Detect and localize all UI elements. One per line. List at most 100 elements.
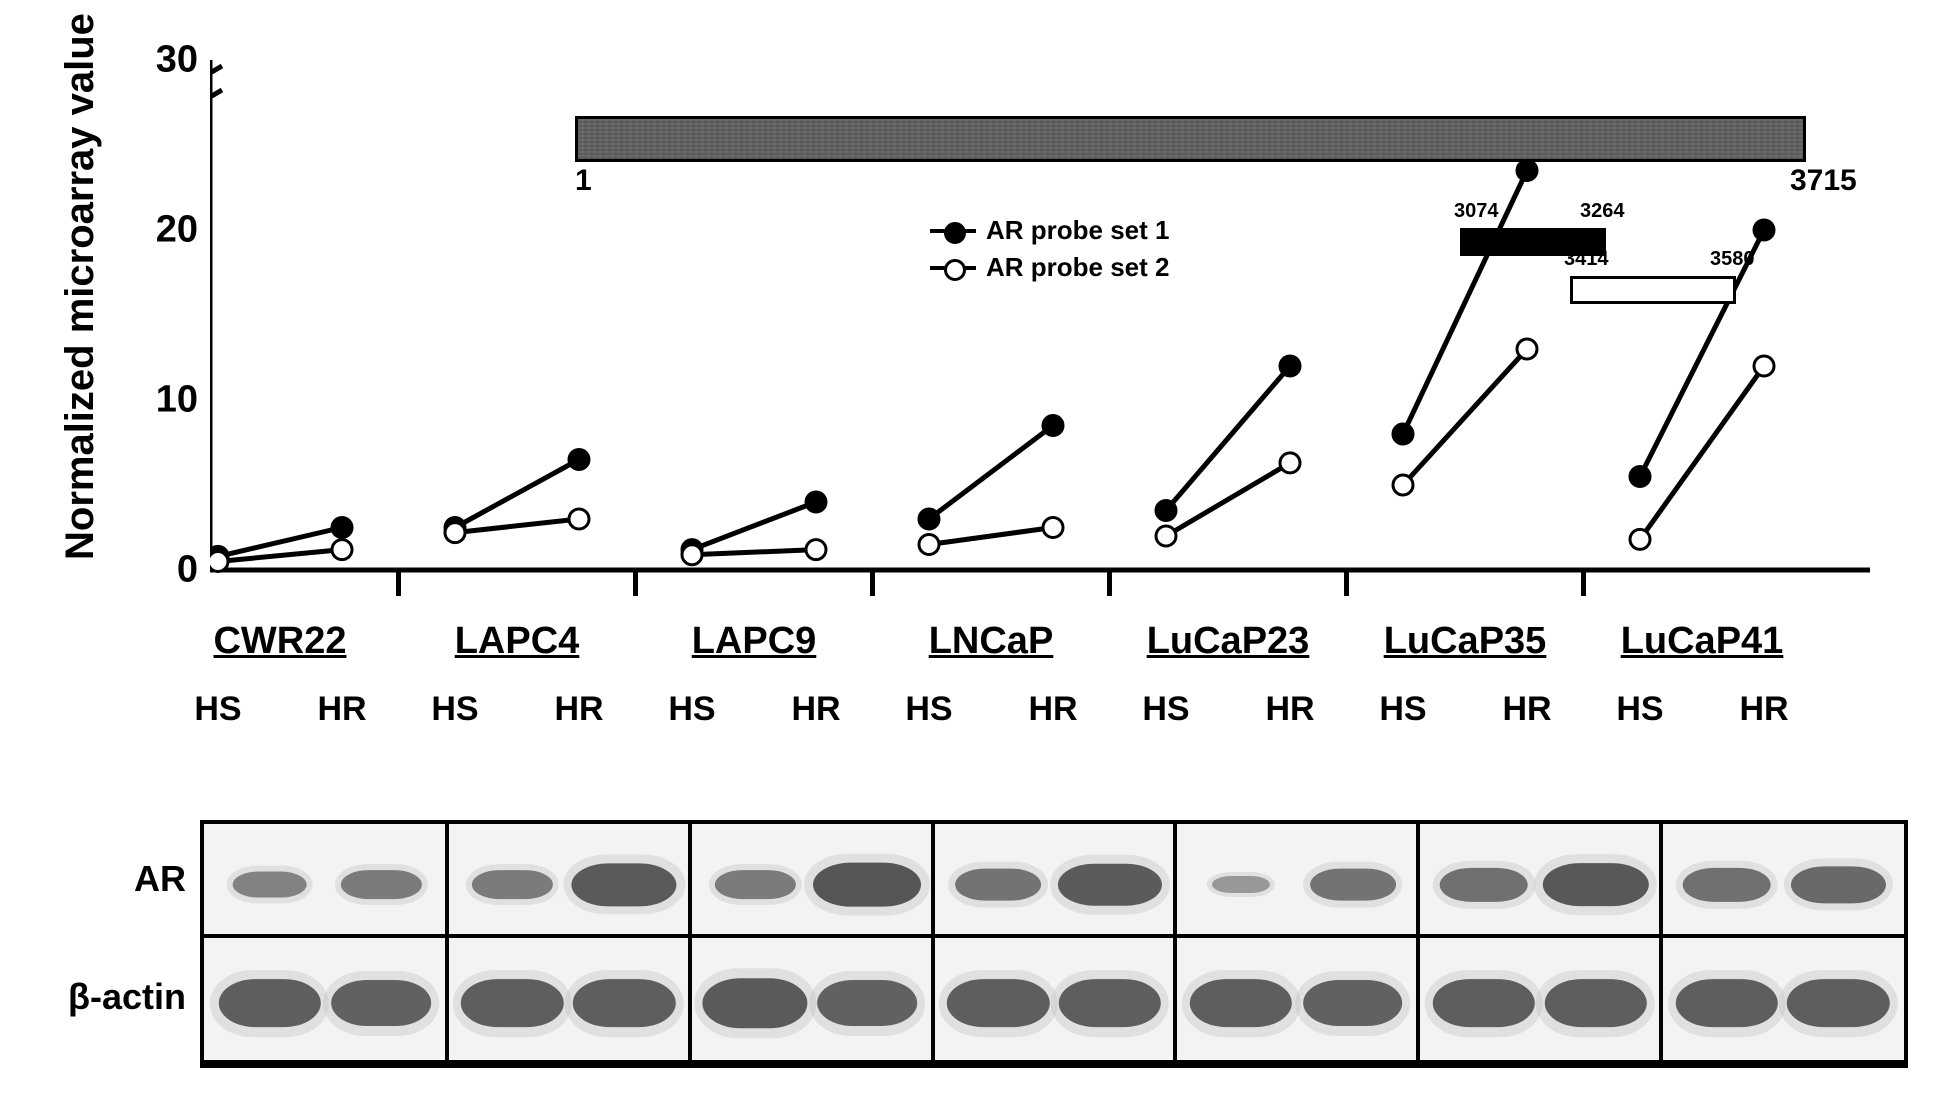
blot-band: [715, 870, 795, 900]
condition-label: HR: [317, 690, 366, 729]
probe2-bar: [1570, 276, 1736, 304]
series-marker: [1043, 416, 1063, 436]
blot-band: [341, 870, 421, 900]
legend-label: AR probe set 1: [986, 215, 1170, 246]
series-line: [929, 426, 1053, 520]
blot-band: [232, 871, 307, 898]
condition-label: HR: [554, 690, 603, 729]
western-blot-panel: ARβ-actin: [200, 820, 1908, 1068]
y-axis-label: Normalized microarray value: [58, 13, 103, 560]
blot-band: [955, 868, 1041, 901]
series-marker: [1754, 220, 1774, 240]
series-marker: [682, 545, 702, 565]
series-marker: [1517, 339, 1537, 359]
condition-label: HR: [1265, 690, 1314, 729]
series-line: [1166, 366, 1290, 511]
y-tick-label: 0: [177, 549, 210, 592]
condition-label: HR: [1028, 690, 1077, 729]
blot-band: [1440, 867, 1529, 901]
group-label: LAPC9: [692, 620, 817, 663]
y-tick-label: 20: [156, 209, 210, 252]
blot-band: [1791, 866, 1885, 903]
legend-item: AR probe set 1: [930, 215, 1170, 246]
blot-band: [218, 979, 320, 1027]
series-marker: [1280, 356, 1300, 376]
legend-label: AR probe set 2: [986, 252, 1170, 283]
probe2-end-label: 3580: [1710, 248, 1755, 271]
condition-label: HS: [1379, 690, 1426, 729]
blot-band: [1542, 863, 1648, 907]
series-line: [1403, 349, 1527, 485]
group-label: LuCaP35: [1384, 620, 1547, 663]
series-marker: [1393, 475, 1413, 495]
blot-band: [1059, 979, 1161, 1027]
blot-band: [947, 979, 1049, 1027]
blot-row-label: β-actin: [68, 976, 204, 1018]
group-label: LuCaP41: [1621, 620, 1784, 663]
blot-band: [1682, 867, 1771, 901]
condition-label: HS: [431, 690, 478, 729]
blot-band: [1310, 868, 1396, 901]
series-marker: [806, 540, 826, 560]
series-marker: [919, 509, 939, 529]
probe2-start-label: 3414: [1564, 248, 1609, 271]
series-line: [692, 550, 816, 555]
chart-area: 0102030137153074326434143580AR probe set…: [210, 60, 1870, 610]
blot-band: [1190, 979, 1292, 1027]
group-label: CWR22: [213, 620, 346, 663]
blot-band: [1058, 863, 1162, 906]
group-label: LNCaP: [929, 620, 1054, 663]
series-marker: [332, 540, 352, 560]
legend-item: AR probe set 2: [930, 252, 1170, 283]
blot-band: [1212, 876, 1270, 894]
series-marker: [1043, 518, 1063, 538]
series-line: [929, 528, 1053, 545]
y-tick-label: 10: [156, 379, 210, 422]
figure-root: Normalized microarray value 010203013715…: [0, 0, 1941, 1097]
probe1-start-label: 3074: [1454, 200, 1499, 223]
probe1-end-label: 3264: [1580, 200, 1625, 223]
series-marker: [569, 509, 589, 529]
legend: AR probe set 1 AR probe set 2: [930, 215, 1170, 289]
series-line: [1640, 366, 1764, 539]
series-marker: [210, 552, 228, 572]
blot-band: [331, 980, 431, 1026]
series-marker: [919, 535, 939, 555]
group-label: LuCaP23: [1147, 620, 1310, 663]
condition-label: HR: [1739, 690, 1788, 729]
blot-band: [572, 863, 677, 906]
series-marker: [445, 523, 465, 543]
gene-start-label: 1: [575, 164, 592, 198]
series-line: [1166, 463, 1290, 536]
series-marker: [1630, 467, 1650, 487]
blot-band: [813, 862, 921, 907]
blot-band: [1787, 979, 1889, 1027]
blot-band: [472, 870, 552, 900]
series-marker: [1156, 526, 1176, 546]
condition-label: HR: [1502, 690, 1551, 729]
series-marker: [332, 518, 352, 538]
condition-label: HS: [1616, 690, 1663, 729]
blot-band: [1303, 980, 1403, 1026]
series-marker: [1754, 356, 1774, 376]
blot-band: [703, 979, 808, 1029]
gene-end-label: 3715: [1790, 164, 1857, 198]
series-marker: [1156, 501, 1176, 521]
condition-label: HS: [905, 690, 952, 729]
blot-band: [573, 979, 675, 1027]
blot-row-label: AR: [134, 858, 204, 900]
blot-band: [1675, 979, 1777, 1027]
series-marker: [806, 492, 826, 512]
condition-label: HS: [668, 690, 715, 729]
series-line: [455, 460, 579, 528]
series-marker: [1630, 529, 1650, 549]
series-marker: [1280, 453, 1300, 473]
condition-label: HS: [1142, 690, 1189, 729]
blot-band: [1544, 979, 1646, 1027]
condition-label: HR: [791, 690, 840, 729]
series-marker: [1393, 424, 1413, 444]
gene-schematic-bar: [575, 116, 1806, 162]
series-line: [455, 519, 579, 533]
blot-band: [461, 979, 563, 1027]
series-line: [692, 502, 816, 550]
